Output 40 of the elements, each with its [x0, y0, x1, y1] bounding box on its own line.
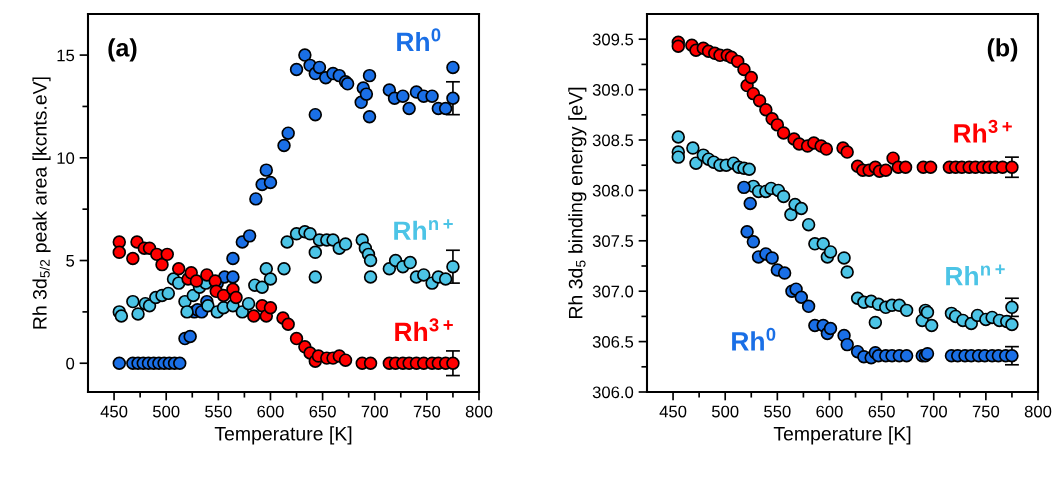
- y-tick-label: 307.5: [592, 235, 634, 247]
- x-axis-title: Temperature [K]: [214, 426, 352, 445]
- series-label: Rh$^{n+}$: [394, 219, 453, 240]
- y-tick-label: 307.0: [592, 285, 634, 298]
- annotation: (b): [987, 38, 1018, 62]
- y-tick-label: 309.0: [592, 84, 634, 96]
- x-tick-label: 600: [816, 405, 843, 418]
- series-label: Rh$^{3+}$: [395, 318, 453, 341]
- x-tick-label: 650: [309, 405, 336, 418]
- y-tick-label: 15: [57, 49, 75, 62]
- y-tick-label: 306.0: [592, 386, 634, 399]
- x-tick-label: 800: [465, 405, 493, 418]
- x-tick-label: 800: [1024, 405, 1052, 418]
- annotation: (a): [108, 38, 137, 62]
- y-axis-title: Rh 3d$_{5/2}$ peak area [kcnts.eV]: [32, 77, 51, 329]
- y-tick-label: 306.5: [592, 336, 634, 348]
- series-label: Rh$^{n+}$: [946, 264, 1005, 286]
- x-tick-label: 650: [868, 405, 895, 418]
- x-tick-label: 700: [920, 405, 947, 418]
- x-tick-label: 750: [972, 405, 1000, 418]
- x-tick-label: 600: [257, 405, 284, 418]
- x-tick-label: 500: [152, 405, 180, 418]
- x-tick-label: 550: [205, 405, 232, 418]
- y-tick-label: 5: [66, 255, 75, 267]
- y-tick-label: 10: [57, 152, 75, 165]
- x-tick-label: 500: [711, 405, 739, 418]
- x-axis-title: Temperature [K]: [773, 426, 911, 445]
- y-tick-label: 308.5: [592, 134, 634, 147]
- series-label: Rh$^{3+}$: [954, 119, 1012, 143]
- x-tick-label: 750: [413, 405, 441, 418]
- x-tick-label: 450: [659, 405, 687, 418]
- y-tick-label: 0: [66, 357, 75, 370]
- x-tick-label: 550: [764, 405, 791, 418]
- x-tick-label: 700: [361, 405, 388, 418]
- y-axis-title: Rh 3d$_{5}$ binding energy [eV]: [568, 87, 587, 318]
- series-label: Rh$^{0}$: [732, 327, 776, 351]
- series-label: Rh$^{0}$: [397, 28, 441, 52]
- y-tick-label: 309.5: [592, 33, 634, 46]
- y-tick-label: 308.0: [592, 184, 634, 197]
- x-tick-label: 450: [100, 405, 128, 418]
